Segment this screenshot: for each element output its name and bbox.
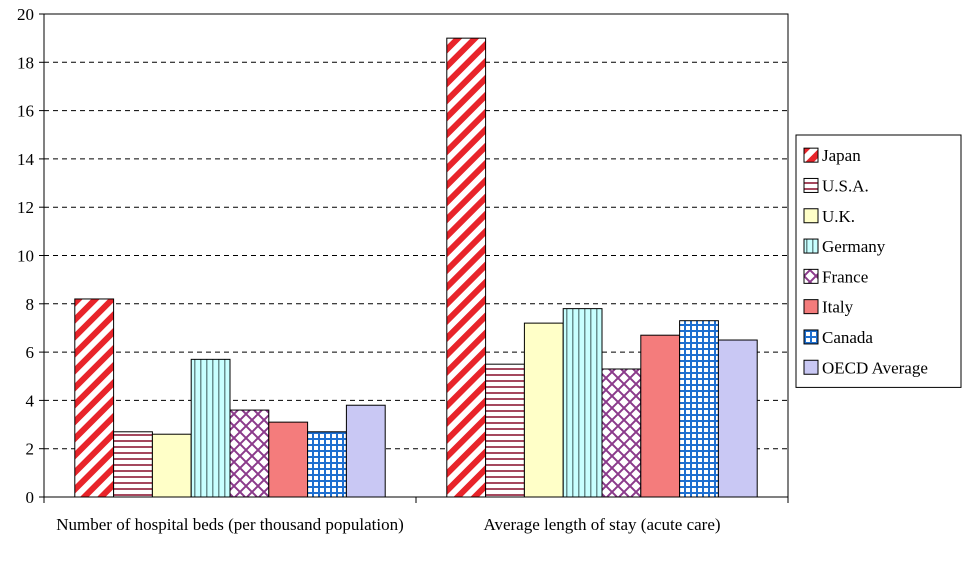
y-tick-label: 0: [26, 488, 35, 507]
x-category-label: Number of hospital beds (per thousand po…: [56, 515, 404, 534]
legend-label: Italy: [822, 298, 854, 317]
y-tick-label: 18: [17, 53, 34, 72]
bar-france: [601, 368, 642, 498]
bar-canada: [307, 431, 347, 498]
legend-swatch: [803, 177, 819, 193]
bar-italy: [640, 334, 681, 498]
legend-swatch: [803, 359, 819, 375]
bar-germany: [190, 358, 231, 498]
y-tick-label: 6: [26, 343, 35, 362]
bar-oecd-average: [717, 339, 758, 498]
legend-label: U.S.A.: [822, 176, 869, 195]
y-tick-label: 20: [17, 5, 34, 24]
bar-germany: [562, 308, 603, 498]
bar-france: [229, 409, 270, 498]
bar-italy: [268, 421, 309, 498]
legend-swatch: [803, 208, 819, 224]
legend-swatch: [803, 238, 819, 254]
bar-japan: [74, 298, 115, 498]
legend-swatch: [803, 147, 819, 163]
y-tick-label: 2: [26, 440, 35, 459]
legend-label: U.K.: [822, 207, 855, 226]
legend-label: Japan: [822, 146, 861, 165]
bar-u-k: [523, 322, 564, 498]
bar-u-s-a: [113, 431, 153, 498]
bar-japan: [446, 37, 487, 498]
legend-label: France: [822, 267, 868, 286]
legend-label: OECD Average: [822, 358, 928, 377]
bar-oecd-average: [345, 404, 386, 498]
y-tick-label: 4: [26, 391, 35, 410]
x-category-label: Average length of stay (acute care): [483, 515, 721, 534]
legend-swatch: [803, 329, 819, 345]
y-tick-label: 8: [26, 295, 35, 314]
y-tick-label: 10: [17, 247, 34, 266]
legend-swatch: [803, 268, 819, 284]
y-tick-label: 12: [17, 198, 34, 217]
bar-u-s-a: [485, 363, 525, 498]
bar-canada: [679, 320, 719, 498]
bar-u-k: [151, 433, 192, 498]
legend-swatch: [803, 299, 819, 315]
y-tick-label: 16: [17, 102, 34, 121]
y-tick-label: 14: [17, 150, 35, 169]
legend-label: Canada: [822, 328, 873, 347]
legend-box: [795, 134, 962, 388]
legend-label: Germany: [822, 237, 886, 256]
